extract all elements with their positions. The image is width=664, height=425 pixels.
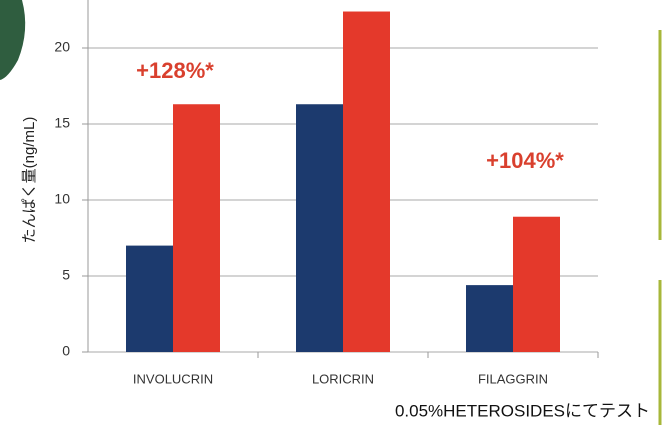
- x-tick-label: FILAGGRIN: [478, 371, 548, 386]
- annotation: +104%*: [486, 148, 564, 173]
- footnote: 0.05%HETEROSIDESにてテスト: [395, 401, 650, 420]
- bar: [466, 285, 513, 352]
- bar: [343, 11, 390, 353]
- x-tick-label: INVOLUCRIN: [133, 371, 213, 386]
- y-tick-label: 0: [62, 343, 70, 359]
- y-tick-label: 5: [62, 267, 70, 283]
- bar: [126, 245, 173, 352]
- bar: [173, 104, 220, 353]
- bar: [513, 216, 560, 352]
- y-axis-label: たんぱく量(ng/mL): [21, 117, 38, 244]
- bar: [296, 104, 343, 353]
- annotation: +128%*: [136, 58, 214, 83]
- y-tick-label: 20: [54, 39, 70, 55]
- decoration: [0, 0, 26, 80]
- x-tick-label: LORICRIN: [312, 371, 374, 386]
- y-tick-label: 15: [54, 115, 70, 131]
- y-tick-label: 10: [54, 191, 70, 207]
